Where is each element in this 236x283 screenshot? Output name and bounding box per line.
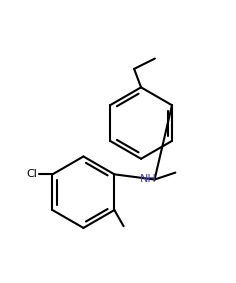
Text: Cl: Cl: [27, 169, 38, 179]
Text: NH: NH: [140, 174, 157, 184]
